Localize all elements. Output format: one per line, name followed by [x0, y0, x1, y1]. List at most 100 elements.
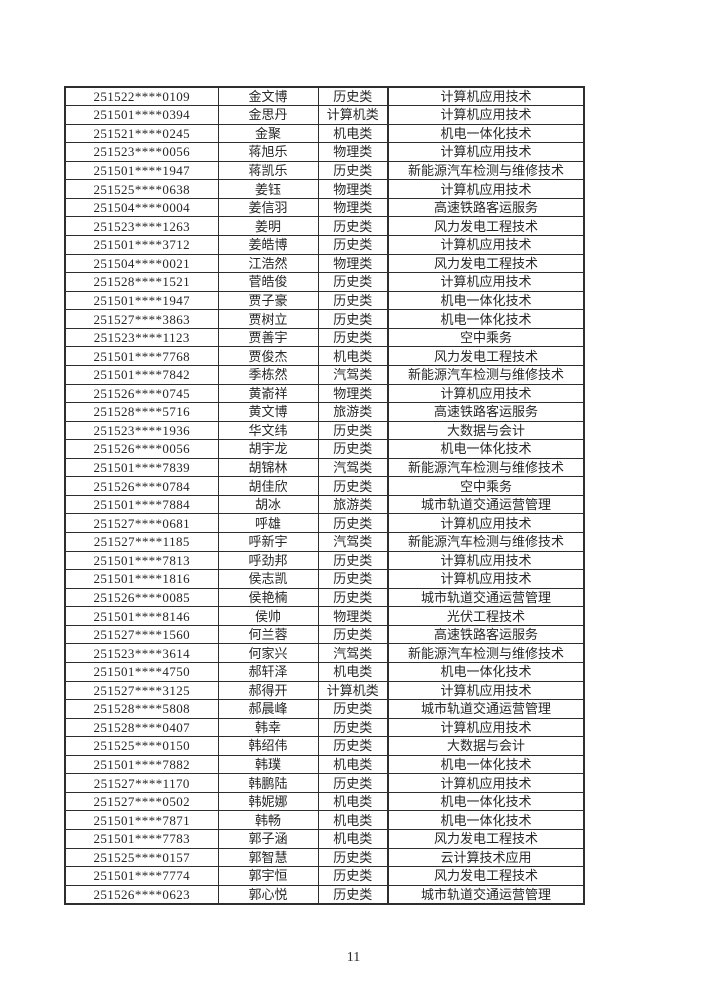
subject-category-cell: 历史类 — [317, 699, 389, 719]
admitted-major-cell: 风力发电工程技术 — [387, 866, 585, 886]
student-row: 251501****1816 侯志凯 历史类 计算机应用技术 — [64, 569, 585, 589]
student-name-cell: 郝得开 — [217, 680, 319, 701]
student-name-cell: 胡冰 — [217, 494, 319, 515]
student-row: 251527****0502 韩妮娜 机电类 机电一体化技术 — [64, 791, 585, 812]
student-row: 251504****0004 姜信羽 物理类 高速铁路客运服务 — [64, 197, 585, 218]
student-row: 251527****1185 呼新宇 汽驾类 新能源汽车检测与维修技术 — [64, 532, 585, 552]
student-name-cell: 胡宇龙 — [217, 439, 319, 459]
student-row: 251527****1560 何兰蓉 历史类 高速铁路客运服务 — [64, 624, 585, 645]
student-id-cell: 251526****0745 — [64, 383, 219, 404]
student-id-cell: 251501****1816 — [64, 569, 219, 589]
subject-category-cell: 历史类 — [317, 624, 389, 645]
student-row: 251504****0021 江浩然 物理类 风力发电工程技术 — [64, 253, 585, 274]
subject-category-cell: 历史类 — [317, 290, 389, 311]
student-id-cell: 251501****0394 — [64, 105, 219, 125]
student-row: 251527****1170 韩鹏陆 历史类 计算机应用技术 — [64, 773, 585, 793]
student-id-cell: 251525****0157 — [64, 847, 219, 868]
admitted-major-cell: 机电一体化技术 — [387, 661, 585, 682]
student-row: 251527****3863 贾树立 历史类 机电一体化技术 — [64, 309, 585, 329]
student-row: 251522****0109 金文博 历史类 计算机应用技术 — [64, 86, 585, 107]
student-id-cell: 251501****1947 — [64, 160, 219, 181]
student-name-cell: 姜皓博 — [217, 235, 319, 255]
subject-category-cell: 历史类 — [317, 717, 389, 738]
student-row: 251501****8146 侯帅 物理类 光伏工程技术 — [64, 606, 585, 626]
subject-category-cell: 计算机类 — [317, 680, 389, 701]
student-id-cell: 251527****0681 — [64, 513, 219, 533]
student-name-cell: 金思丹 — [217, 105, 319, 125]
student-row: 251526****0745 黄嵛祥 物理类 计算机应用技术 — [64, 383, 585, 404]
subject-category-cell: 历史类 — [317, 235, 389, 255]
admitted-major-cell: 计算机应用技术 — [387, 142, 585, 162]
admitted-major-cell: 新能源汽车检测与维修技术 — [387, 160, 585, 181]
admitted-major-cell: 风力发电工程技术 — [387, 216, 585, 236]
student-id-cell: 251527****1185 — [64, 532, 219, 552]
student-id-cell: 251501****7839 — [64, 457, 219, 478]
admitted-major-cell: 计算机应用技术 — [387, 717, 585, 738]
admitted-major-cell: 计算机应用技术 — [387, 272, 585, 292]
student-name-cell: 江浩然 — [217, 253, 319, 274]
roster-table-body: 251522****0109 金文博 历史类 计算机应用技术 251501****039… — [64, 86, 585, 905]
student-row: 251501****7783 郭子涵 机电类 风力发电工程技术 — [64, 829, 585, 849]
subject-category-cell: 历史类 — [317, 420, 389, 441]
subject-category-cell: 旅游类 — [317, 402, 389, 422]
admitted-major-cell: 城市轨道交通运营管理 — [387, 494, 585, 515]
admitted-major-cell: 计算机应用技术 — [387, 383, 585, 404]
subject-category-cell: 历史类 — [317, 216, 389, 236]
student-row: 251501****7842 季栋然 汽驾类 新能源汽车检测与维修技术 — [64, 364, 585, 385]
subject-category-cell: 机电类 — [317, 829, 389, 849]
subject-category-cell: 机电类 — [317, 346, 389, 366]
subject-category-cell: 物理类 — [317, 197, 389, 218]
student-row: 251526****0085 侯艳楠 历史类 城市轨道交通运营管理 — [64, 587, 585, 608]
student-name-cell: 侯志凯 — [217, 569, 319, 589]
student-row: 251523****0056 蒋旭乐 物理类 计算机应用技术 — [64, 142, 585, 162]
student-name-cell: 韩幸 — [217, 717, 319, 738]
student-id-cell: 251504****0021 — [64, 253, 219, 274]
admitted-major-cell: 城市轨道交通运营管理 — [387, 587, 585, 608]
student-id-cell: 251523****1936 — [64, 420, 219, 441]
student-name-cell: 姜明 — [217, 216, 319, 236]
student-id-cell: 251501****7783 — [64, 829, 219, 849]
subject-category-cell: 历史类 — [317, 513, 389, 533]
admitted-major-cell: 机电一体化技术 — [387, 791, 585, 812]
student-row: 251525****0157 郭智慧 历史类 云计算技术应用 — [64, 847, 585, 868]
student-row: 251521****0245 金聚 机电类 机电一体化技术 — [64, 123, 585, 144]
student-id-cell: 251527****3125 — [64, 680, 219, 701]
student-id-cell: 251501****7768 — [64, 346, 219, 366]
student-roster-table: 251522****0109 金文博 历史类 计算机应用技术 251501****039… — [64, 86, 585, 905]
admitted-major-cell: 计算机应用技术 — [387, 680, 585, 701]
student-name-cell: 蒋凯乐 — [217, 160, 319, 181]
student-id-cell: 251501****7774 — [64, 866, 219, 886]
student-name-cell: 黄文博 — [217, 402, 319, 422]
student-name-cell: 姜钰 — [217, 179, 319, 199]
student-name-cell: 呼新宇 — [217, 532, 319, 552]
student-id-cell: 251526****0085 — [64, 587, 219, 608]
student-name-cell: 呼劲邦 — [217, 550, 319, 571]
student-row: 251528****0407 韩幸 历史类 计算机应用技术 — [64, 717, 585, 738]
student-id-cell: 251521****0245 — [64, 123, 219, 144]
admitted-major-cell: 风力发电工程技术 — [387, 346, 585, 366]
admitted-major-cell: 新能源汽车检测与维修技术 — [387, 643, 585, 663]
student-row: 251525****0150 韩绍伟 历史类 大数据与会计 — [64, 736, 585, 756]
student-id-cell: 251504****0004 — [64, 197, 219, 218]
subject-category-cell: 汽驾类 — [317, 532, 389, 552]
subject-category-cell: 历史类 — [317, 550, 389, 571]
student-name-cell: 何家兴 — [217, 643, 319, 663]
student-id-cell: 251526****0623 — [64, 884, 219, 905]
student-name-cell: 侯艳楠 — [217, 587, 319, 608]
subject-category-cell: 历史类 — [317, 587, 389, 608]
admitted-major-cell: 计算机应用技术 — [387, 550, 585, 571]
student-row: 251523****1123 贾善宇 历史类 空中乘务 — [64, 327, 585, 348]
student-id-cell: 251527****0502 — [64, 791, 219, 812]
admitted-major-cell: 机电一体化技术 — [387, 290, 585, 311]
student-row: 251525****0638 姜钰 物理类 计算机应用技术 — [64, 179, 585, 199]
student-row: 251501****7871 韩畅 机电类 机电一体化技术 — [64, 810, 585, 830]
student-name-cell: 胡佳欣 — [217, 476, 319, 496]
subject-category-cell: 汽驾类 — [317, 457, 389, 478]
admitted-major-cell: 城市轨道交通运营管理 — [387, 699, 585, 719]
admitted-major-cell: 计算机应用技术 — [387, 569, 585, 589]
student-row: 251527****3125 郝得开 计算机类 计算机应用技术 — [64, 680, 585, 701]
admitted-major-cell: 空中乘务 — [387, 476, 585, 496]
admitted-major-cell: 计算机应用技术 — [387, 773, 585, 793]
student-name-cell: 贾善宇 — [217, 327, 319, 348]
